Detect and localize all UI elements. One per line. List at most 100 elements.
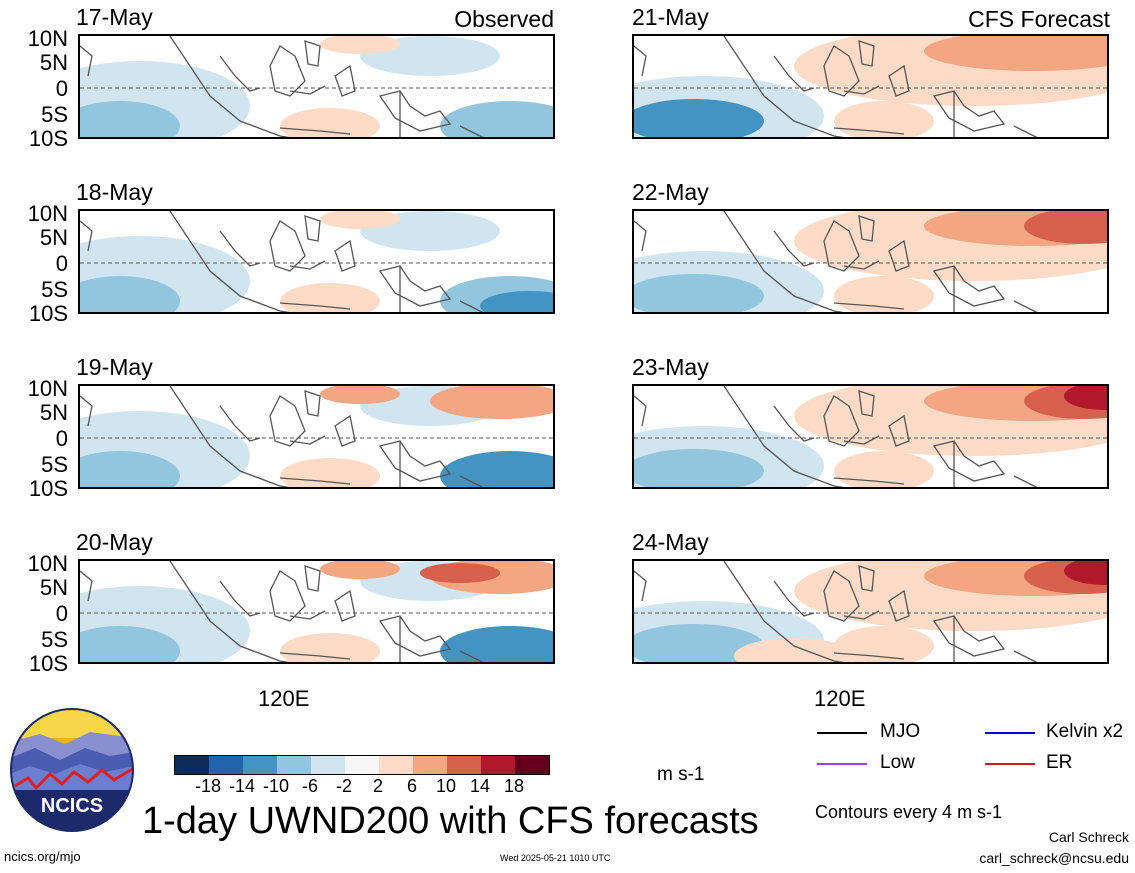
coastline [888, 414, 910, 447]
coastline [932, 265, 1006, 307]
anomaly-shading [634, 274, 764, 312]
legend-swatch-er [985, 763, 1035, 765]
anomaly-shading [634, 624, 764, 662]
anomaly-shading [80, 626, 180, 662]
colorbar-swatch [447, 756, 481, 774]
coastline [334, 64, 356, 97]
coastline [279, 302, 351, 310]
coastline [169, 561, 290, 662]
anomaly-shading [440, 626, 553, 662]
colorbar-tick: -10 [262, 776, 289, 796]
anomaly-shading [634, 449, 764, 487]
coastline [823, 220, 860, 272]
coastline [823, 570, 860, 622]
coastline [888, 64, 910, 97]
footer-email[interactable]: carl_schreck@ncsu.edu [979, 850, 1129, 866]
anomaly-shading [320, 211, 400, 229]
legend-label-er: ER [1046, 752, 1073, 773]
coastline [1013, 475, 1038, 487]
colorbar-tick: -18 [194, 776, 221, 796]
lat-tick: 0 [55, 601, 68, 626]
map-shading [634, 36, 1107, 137]
coastline [773, 55, 815, 92]
coastline [80, 570, 93, 602]
contour-note: Contours every 4 m s-1 [815, 802, 1003, 822]
coastline [459, 125, 484, 137]
footer-timestamp: Wed 2025-05-21 1010 UTC [500, 853, 611, 863]
coastline [169, 386, 290, 487]
panel-date: 18-May [76, 179, 153, 205]
colorbar-swatch [209, 756, 243, 774]
coastline [833, 127, 905, 135]
panel-date: 21-May [632, 4, 709, 30]
coastline [634, 570, 647, 602]
map-shading [80, 36, 553, 137]
colorbar-swatch [243, 756, 277, 774]
coastline [843, 435, 880, 445]
colorbar-tick: -6 [301, 776, 318, 796]
anomaly-shading [80, 101, 180, 137]
coastline [279, 127, 351, 135]
legend-label-mjo: MJO [880, 721, 921, 742]
coastline [773, 580, 815, 617]
panel-date: 19-May [76, 354, 153, 380]
lat-tick: 5S [41, 102, 68, 127]
map-panel [78, 559, 555, 664]
lat-tick: 10S [28, 651, 68, 676]
anomaly-shading [320, 386, 400, 404]
coastline [888, 239, 910, 272]
anomaly-shading [634, 99, 764, 137]
coastline [833, 652, 905, 660]
logo-text: NCICS [41, 795, 103, 817]
coastline [823, 45, 860, 97]
coastline [304, 565, 321, 592]
coastline [219, 580, 261, 617]
colorbar-swatch [515, 756, 549, 774]
lon-tick-forecast: 120E [814, 686, 866, 711]
footer-url[interactable]: ncics.org/mjo [4, 849, 81, 864]
coastline [289, 610, 326, 620]
legend-label-low: Low [880, 752, 915, 773]
coastline [723, 36, 844, 137]
coastline [80, 45, 93, 77]
coastline [378, 615, 452, 657]
coastline [304, 390, 321, 417]
lat-tick: 10N [27, 551, 68, 576]
anomaly-shading [80, 276, 180, 312]
anomaly-shading [834, 626, 934, 662]
coastline [219, 230, 261, 267]
panel-date: 20-May [76, 529, 153, 555]
coastline [279, 477, 351, 485]
lat-tick: 10N [27, 26, 68, 51]
coastline [1013, 300, 1038, 312]
anomaly-shading [1064, 561, 1107, 585]
coastline [334, 589, 356, 622]
coastline [888, 589, 910, 622]
legend-swatch-kelvin [985, 732, 1035, 734]
coastline [773, 405, 815, 442]
coastline [723, 561, 844, 662]
anomaly-shading [320, 36, 400, 54]
anomaly-shading [480, 291, 553, 312]
colorbar-swatch [379, 756, 413, 774]
coastline [219, 55, 261, 92]
coastline [773, 230, 815, 267]
coastline [634, 220, 647, 252]
anomaly-shading [320, 561, 400, 579]
colorbar-tick: 6 [406, 776, 417, 796]
coastline [932, 615, 1006, 657]
lat-tick: 5N [39, 575, 68, 600]
observed-label: Observed [454, 6, 554, 32]
anomaly-shading [440, 101, 553, 137]
panel-date: 24-May [632, 529, 709, 555]
colorbar-tick: 18 [503, 776, 525, 796]
lat-tick: 5S [41, 627, 68, 652]
coastline [289, 435, 326, 445]
ncics-logo: NCICS [10, 708, 134, 832]
coastline [169, 36, 290, 137]
map-panel [632, 384, 1109, 489]
coastline [80, 395, 93, 427]
coastline [932, 440, 1006, 482]
colorbar-tick: 2 [372, 776, 383, 796]
colorbar-units: m s-1 [657, 764, 705, 785]
